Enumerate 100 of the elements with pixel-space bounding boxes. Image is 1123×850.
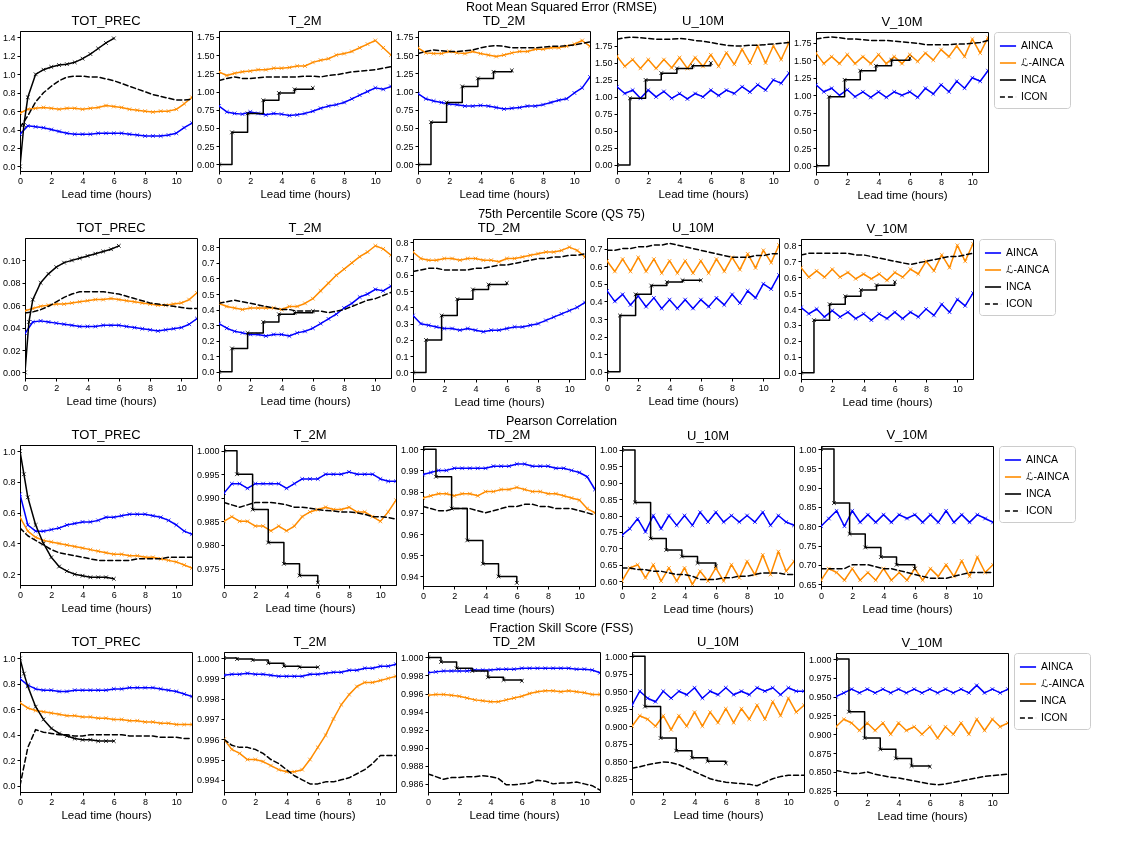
x-tick-label: 0 — [798, 383, 805, 394]
x-tick-label: 4 — [284, 796, 290, 807]
x-tick-label: 4 — [279, 175, 285, 186]
y-tick-label: 1.25 — [395, 68, 414, 79]
y-tick-label: 0.990 — [196, 493, 220, 504]
legend-label: AINCA — [1026, 453, 1059, 465]
y-tick-label: 0.7 — [783, 256, 797, 267]
y-tick-label: 0.85 — [599, 494, 618, 505]
y-tick-label: 0.925 — [808, 710, 832, 721]
y-tick-label: 0.7 — [395, 254, 409, 265]
y-tick-label: 0.980 — [196, 540, 220, 551]
x-tick-label: 6 — [713, 590, 719, 601]
x-tick-label: 0 — [415, 175, 422, 186]
x-tick-label: 4 — [861, 383, 867, 394]
x-tick-label: 4 — [80, 589, 86, 600]
x-tick-label: 8 — [546, 590, 552, 601]
y-tick-label: 0.8 — [2, 679, 16, 690]
chart-title: T_2M — [293, 427, 327, 442]
chart-title: T_2M — [293, 634, 327, 649]
y-tick-label: 1.50 — [594, 58, 613, 69]
y-tick-label: 0.850 — [808, 767, 832, 778]
y-tick-label: 0.6 — [589, 261, 603, 272]
x-tick-label: 8 — [143, 796, 149, 807]
x-tick-label: 8 — [740, 175, 746, 186]
y-tick-label: 0.5 — [589, 279, 603, 290]
x-tick-label: 0 — [629, 796, 636, 807]
x-tick-label: 2 — [248, 382, 254, 393]
chart-title: V_10M — [881, 13, 923, 29]
x-tick-label: 10 — [579, 796, 590, 807]
x-axis-title: Lead time (hours) — [265, 808, 356, 821]
y-tick-label: 0.986 — [400, 779, 424, 790]
chart-title: U_10M — [682, 13, 724, 28]
y-tick-label: 0.950 — [604, 686, 628, 697]
y-tick-label: 0.825 — [808, 786, 832, 797]
y-tick-label: 0.3 — [201, 320, 215, 331]
y-tick-label: 0.4 — [2, 538, 16, 549]
x-axis-title: Lead time (hours) — [862, 602, 953, 615]
y-tick-label: 0.8 — [395, 237, 409, 248]
chart-title: TOT_PREC — [71, 427, 141, 442]
x-tick-label: 2 — [253, 589, 259, 600]
legend-label: AINCA — [1021, 39, 1054, 51]
x-axis-title: Lead time (hours) — [61, 808, 152, 821]
legend-label: ℒ-AINCA — [1026, 470, 1070, 482]
y-tick-label: 0.900 — [808, 729, 832, 740]
y-tick-label: 0.3 — [783, 320, 797, 331]
y-tick-label: 1.00 — [793, 90, 812, 101]
x-tick-label: 0 — [420, 590, 427, 601]
y-tick-label: 0.25 — [594, 143, 613, 154]
x-tick-label: 0 — [17, 796, 24, 807]
x-axis-title: Lead time (hours) — [673, 808, 764, 821]
x-tick-label: 2 — [651, 590, 657, 601]
legend-label: ℒ-AINCA — [1021, 56, 1065, 68]
x-axis-title: Lead time (hours) — [61, 187, 152, 200]
y-tick-label: 0.25 — [793, 143, 812, 154]
x-tick-label: 6 — [509, 175, 515, 186]
x-tick-label: 10 — [375, 589, 386, 600]
text: 75th Percentile Score (QS 75) — [477, 207, 646, 221]
x-tick-label: 4 — [284, 589, 290, 600]
x-axis-title: Lead time (hours) — [663, 602, 754, 615]
y-tick-label: 0.975 — [604, 669, 628, 680]
y-tick-label: 0.6 — [2, 508, 16, 519]
y-tick-label: 1.2 — [2, 51, 16, 62]
x-tick-label: 0 — [604, 382, 611, 393]
x-tick-label: 10 — [370, 175, 381, 186]
legend-label: INCA — [1021, 73, 1047, 85]
x-axis-title: Lead time (hours) — [260, 394, 351, 407]
x-tick-label: 10 — [171, 589, 182, 600]
y-tick-label: 0.992 — [400, 725, 424, 736]
y-tick-label: 0.95 — [599, 461, 618, 472]
y-tick-label: 0.5 — [201, 289, 215, 300]
y-tick-label: 1.00 — [400, 444, 419, 455]
x-tick-label: 8 — [551, 796, 557, 807]
x-tick-label: 2 — [865, 797, 871, 808]
legend-label: ℒ-AINCA — [1041, 677, 1085, 689]
x-axis-title: Lead time (hours) — [877, 809, 968, 822]
legend-label: ℒ-AINCA — [1006, 263, 1050, 275]
chart-title: TOT_PREC — [71, 634, 141, 649]
x-tick-label: 4 — [682, 590, 688, 601]
x-tick-label: 8 — [541, 175, 547, 186]
x-axis-title: Lead time (hours) — [464, 602, 555, 615]
chart-title: T_2M — [288, 220, 322, 235]
y-tick-label: 0.2 — [783, 336, 797, 347]
chart-title: TD_2M — [492, 634, 536, 649]
y-tick-label: 0.70 — [798, 560, 817, 571]
x-tick-label: 4 — [279, 382, 285, 393]
y-tick-label: 0.994 — [196, 775, 220, 786]
legend-label: INCA — [1026, 487, 1052, 499]
x-tick-label: 8 — [536, 383, 542, 394]
x-axis-title: Lead time (hours) — [61, 601, 152, 614]
x-axis-title: Lead time (hours) — [842, 395, 933, 408]
x-tick-label: 10 — [375, 796, 386, 807]
y-tick-label: 0.996 — [196, 734, 220, 745]
y-tick-label: 0.997 — [196, 714, 220, 725]
y-tick-label: 1.000 — [400, 652, 424, 663]
y-tick-label: 0.06 — [2, 300, 21, 311]
x-axis-title: Lead time (hours) — [658, 187, 749, 200]
x-tick-label: 6 — [514, 590, 520, 601]
x-tick-label: 2 — [457, 796, 463, 807]
y-tick-label: 0.0 — [589, 367, 603, 378]
x-tick-label: 4 — [896, 797, 902, 808]
